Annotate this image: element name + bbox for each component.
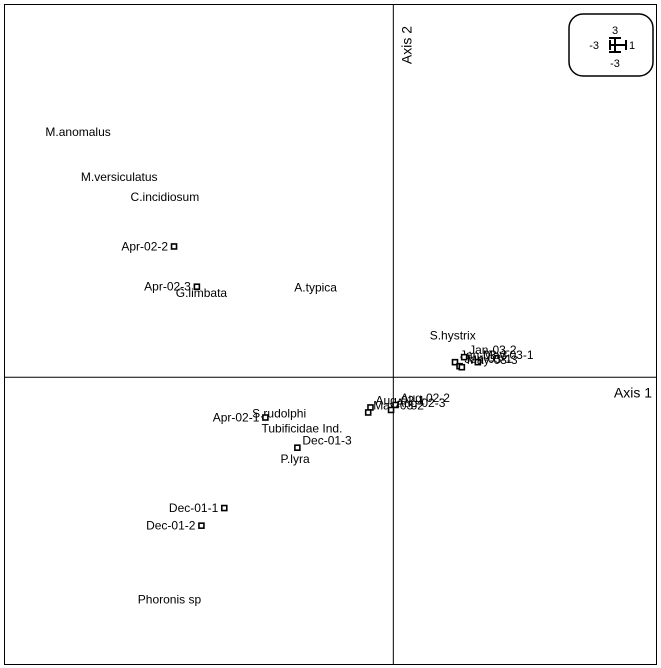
- species-label-m-anomalus: M.anomalus: [45, 125, 110, 139]
- plot-frame: [4, 4, 657, 665]
- sample-point-apr-02-2: Apr-02-2: [121, 239, 178, 253]
- sample-point-dec-01-2: Dec-01-2: [146, 519, 205, 533]
- sample-label: May-03-1: [483, 348, 534, 362]
- species-label-c-incidiosum: C.incidiosum: [131, 190, 200, 204]
- species-label-m-versiculatus: M.versiculatus: [81, 170, 158, 184]
- sample-label: Aug-02-3: [396, 396, 446, 410]
- sample-label: May-03-3: [467, 353, 518, 367]
- scale-right-label: 1: [629, 40, 635, 52]
- species-label-s-rudolphi: S.rudolphi: [252, 407, 306, 421]
- sample-marker: [262, 414, 269, 421]
- sample-point-aug-02-2: Aug-02-2: [392, 391, 451, 409]
- sample-marker: [294, 444, 301, 451]
- sample-marker: [392, 401, 399, 409]
- scale-cross-icon: [609, 37, 627, 53]
- sample-point-apr-02-3: Apr-02-3: [144, 280, 201, 294]
- sample-point-dec-01-3: Dec-01-3: [294, 434, 352, 451]
- species-layer: M.anomalus M.versiculatus C.incidiosum G.li…: [45, 125, 475, 607]
- axis-1-label: Axis 1: [614, 384, 652, 400]
- sample-point-dec-01-1: Dec-01-1: [169, 501, 228, 515]
- sample-marker: [474, 358, 482, 366]
- sample-point-aug-02-1: Aug-02-1: [367, 393, 425, 411]
- sample-label: Jan-03-2: [469, 343, 517, 357]
- sample-label: Jan-03-3: [460, 348, 508, 362]
- sample-marker: [198, 522, 205, 529]
- scale-top-label: 3: [612, 25, 618, 37]
- sample-marker: [451, 358, 459, 366]
- sample-marker: [460, 353, 468, 361]
- scale-legend: 3 -3 -3 1: [568, 13, 654, 77]
- samples-layer: Apr-02-2Apr-02-3Apr-02-1Aug-02-1May-03-2…: [121, 239, 533, 532]
- sample-marker: [220, 504, 228, 512]
- sample-point-may-03-3: May-03-3: [458, 353, 518, 371]
- species-label-tubificidae-ind: Tubificidae Ind.: [261, 422, 342, 436]
- scale-left-label: -3: [589, 40, 599, 52]
- sample-point-apr-02-1: Apr-02-1: [213, 411, 269, 425]
- species-label-phoronis-sp: Phoronis sp: [138, 593, 202, 607]
- sample-marker: [170, 243, 178, 250]
- sample-point-may-03-1: May-03-1: [474, 348, 534, 366]
- sample-point-jan-03-2: Jan-03-2: [460, 343, 517, 361]
- sample-label: Dec-01-1: [169, 501, 219, 515]
- sample-marker: [458, 363, 466, 371]
- sample-label: Dec-01-3: [302, 434, 352, 448]
- sample-label: Apr-02-3: [144, 280, 191, 294]
- species-label-g-limbata: G.limbata: [176, 286, 228, 300]
- sample-marker: [364, 409, 372, 416]
- sample-marker: [387, 406, 395, 414]
- sample-label: Apr-02-1: [213, 411, 260, 425]
- species-label-s-hystrix: S.hystrix: [430, 329, 476, 343]
- sample-label: Aug-02-2: [401, 391, 451, 405]
- sample-point-jan-03-3: Jan-03-3: [451, 348, 508, 366]
- scale-bottom-label: -3: [610, 58, 620, 70]
- sample-label: Dec-01-2: [146, 519, 196, 533]
- axis-2-label: Axis 2: [398, 26, 414, 64]
- species-label-a-typica: A.typica: [294, 281, 337, 295]
- sample-marker: [193, 283, 201, 291]
- sample-label: Aug-02-1: [375, 393, 425, 407]
- sample-label: Apr-02-2: [121, 239, 168, 253]
- sample-point-aug-02-3: Aug-02-3: [387, 396, 446, 414]
- species-label-p-lyra: P.lyra: [281, 452, 310, 466]
